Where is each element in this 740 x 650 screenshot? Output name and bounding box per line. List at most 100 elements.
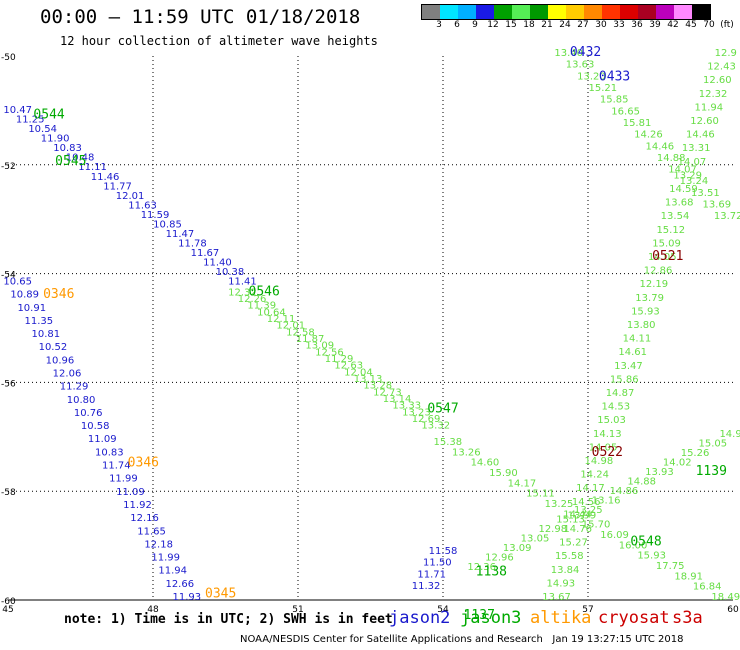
swh-value: 11.74	[102, 461, 131, 472]
swh-value: 15.03	[597, 415, 626, 426]
swh-value: 11.47	[166, 229, 195, 240]
swh-value: 13.29	[673, 170, 702, 181]
lat-tick-label: -50	[1, 53, 16, 63]
swh-value: 12.26	[238, 294, 267, 305]
lon-tick-label: 45	[2, 605, 13, 615]
color-swatch	[584, 5, 602, 19]
swh-value: 14.44	[563, 509, 592, 520]
swh-value: 14.93	[546, 578, 575, 589]
swh-value: 12.32	[699, 89, 728, 100]
swh-value: 11.63	[128, 200, 157, 211]
lat-tick-label: -60	[1, 597, 16, 607]
page-title: 00:00 – 11:59 UTC 01/18/2018	[40, 6, 361, 28]
swh-value: 10.83	[95, 447, 124, 458]
swh-value: 14.86	[610, 486, 639, 497]
swh-value: 12.9	[715, 48, 737, 59]
color-swatch	[638, 5, 656, 19]
swh-value: 11.29	[325, 354, 354, 365]
pass-time-label: 0345	[205, 586, 236, 601]
swh-value: 13.09	[305, 341, 334, 352]
scale-label: 24	[559, 20, 571, 30]
scale-label: 45	[685, 20, 697, 30]
pass-time-label: 0346	[128, 456, 159, 471]
swh-value: 10.65	[3, 276, 32, 287]
swh-value: 12.04	[344, 367, 373, 378]
pass-time-label: 0522	[592, 445, 623, 460]
pass-time-label: 0521	[652, 249, 683, 264]
footnote: note: 1) Time is in UTC; 2) SWH is in fe…	[64, 612, 393, 627]
swh-value: 15.70	[582, 520, 611, 531]
swh-value: 12.60	[703, 75, 732, 86]
swh-value: 13.51	[691, 188, 720, 199]
swh-value: 13.32	[421, 421, 450, 432]
swh-value: 10.96	[46, 355, 75, 366]
swh-value: 15.93	[631, 306, 660, 317]
swh-value: 13.69	[702, 200, 731, 211]
swh-value: 14.88	[627, 476, 656, 487]
swh-value: 13.67	[542, 592, 571, 603]
swh-value: 14.53	[601, 402, 630, 413]
swh-value: 15.81	[623, 118, 652, 129]
scale-label: 18	[523, 20, 535, 30]
color-swatch	[548, 5, 566, 19]
swh-value: 11.58	[429, 546, 458, 557]
swh-value: 11.92	[123, 500, 152, 511]
scale-label: 42	[667, 20, 679, 30]
swh-value: 12.63	[334, 361, 363, 372]
color-swatch	[422, 5, 440, 19]
color-scale	[421, 4, 711, 20]
swh-value: 13.25	[545, 499, 574, 510]
swh-value: 10.85	[153, 219, 182, 230]
swh-value: 10.64	[257, 307, 286, 318]
swh-value: 16.84	[693, 582, 722, 593]
swh-value: 11.11	[78, 162, 107, 173]
swh-value: 12.11	[267, 314, 296, 325]
swh-value: 12.19	[640, 279, 669, 290]
swh-value: 12.69	[412, 414, 441, 425]
swh-value: 13.26	[452, 447, 481, 458]
scale-label: 33	[613, 20, 625, 30]
swh-value: 14.76	[563, 524, 592, 535]
swh-value: 14.87	[606, 388, 635, 399]
swh-value: 12.86	[644, 266, 673, 277]
lon-tick-label: 60	[727, 605, 739, 615]
scale-label: 3	[436, 20, 442, 30]
swh-value: 13.79	[635, 293, 664, 304]
swh-value: 10.58	[81, 421, 110, 432]
lat-tick-label: -56	[1, 379, 16, 389]
pass-time-label: 1138	[476, 565, 507, 580]
swh-value: 11.59	[141, 210, 170, 221]
swh-value: 12.73	[373, 387, 402, 398]
color-swatch	[440, 5, 458, 19]
color-swatch	[530, 5, 548, 19]
pass-time-label: 1137	[464, 608, 495, 623]
swh-value: 10.52	[39, 342, 68, 353]
scale-label: 15	[505, 20, 517, 30]
scale-label: 70	[703, 20, 715, 30]
credit-footer: NOAA/NESDIS Center for Satellite Applica…	[240, 634, 684, 645]
swh-value: 14.60	[471, 458, 500, 469]
legend-altika: altika	[530, 608, 592, 628]
scale-label: 36	[631, 20, 643, 30]
swh-value: 13.14	[383, 394, 412, 405]
swh-value: 11.65	[137, 526, 166, 537]
color-scale-labels: 3 6 9 12 15 18 21 24 27 30 33 36 39 42 45 70 (ft)	[421, 20, 740, 34]
lon-tick-label: 48	[147, 605, 159, 615]
swh-value: 15.13	[556, 514, 585, 525]
swh-value: 13.80	[627, 320, 656, 331]
swh-value: 13.24	[680, 176, 709, 187]
pass-time-label: 0548	[630, 535, 661, 550]
swh-value: 15.86	[610, 374, 639, 385]
scale-label: 9	[472, 20, 478, 30]
swh-value: 12.18	[144, 539, 173, 550]
swh-value: 16.65	[611, 106, 640, 117]
legend-s3a: s3a	[672, 608, 703, 628]
swh-value: 10.54	[28, 124, 57, 135]
legend-cryosat: cryosat	[598, 608, 670, 628]
legend-jason3: jason3	[460, 608, 522, 628]
swh-value: 14.46	[645, 141, 674, 152]
swh-value: 10.83	[53, 143, 82, 154]
color-swatch	[458, 5, 476, 19]
swh-value: 10.81	[32, 329, 61, 340]
pass-time-label: 0547	[427, 401, 458, 416]
